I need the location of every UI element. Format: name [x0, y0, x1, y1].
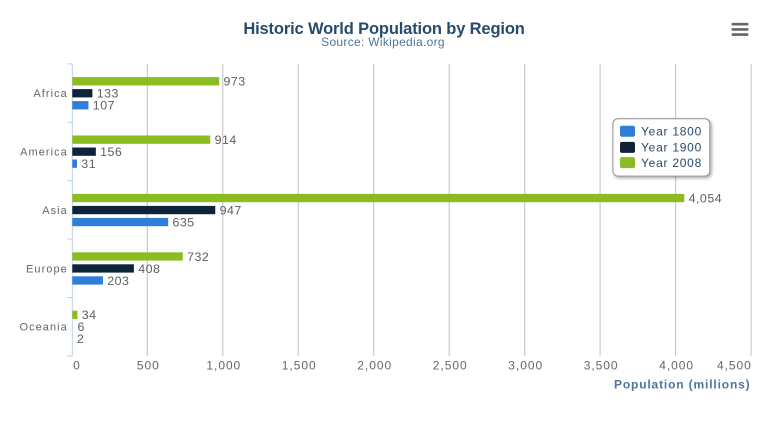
svg-text:Year 1800: Year 1800: [641, 125, 702, 139]
svg-text:6: 6: [78, 320, 85, 334]
svg-text:2: 2: [77, 332, 84, 346]
svg-text:732: 732: [187, 250, 209, 264]
svg-text:4,500: 4,500: [717, 358, 752, 372]
svg-text:4,000: 4,000: [659, 358, 694, 372]
svg-text:107: 107: [93, 99, 115, 113]
svg-text:500: 500: [137, 358, 160, 372]
svg-text:133: 133: [97, 87, 119, 101]
svg-text:2,500: 2,500: [433, 358, 468, 372]
svg-text:Year 1900: Year 1900: [641, 141, 702, 155]
svg-text:Asia: Asia: [42, 205, 68, 217]
svg-text:3,000: 3,000: [508, 358, 543, 372]
svg-text:2,000: 2,000: [357, 358, 392, 372]
svg-text:973: 973: [224, 75, 246, 89]
svg-text:Source: Wikipedia.org: Source: Wikipedia.org: [321, 35, 445, 49]
svg-text:4,054: 4,054: [689, 191, 723, 205]
svg-text:31: 31: [81, 157, 96, 171]
svg-text:947: 947: [220, 203, 242, 217]
svg-text:America: America: [20, 147, 68, 159]
svg-text:Oceania: Oceania: [19, 322, 67, 334]
svg-text:0: 0: [73, 358, 81, 372]
svg-text:Historic World Population by R: Historic World Population by Region: [243, 20, 524, 38]
svg-text:1,000: 1,000: [206, 358, 241, 372]
svg-text:Population (millions): Population (millions): [614, 378, 751, 392]
svg-text:Europe: Europe: [26, 263, 68, 275]
svg-text:34: 34: [82, 308, 97, 322]
svg-text:3,500: 3,500: [584, 358, 619, 372]
svg-text:914: 914: [215, 133, 237, 147]
svg-text:1,500: 1,500: [282, 358, 317, 372]
svg-text:Year 2008: Year 2008: [641, 156, 702, 170]
svg-text:156: 156: [100, 145, 122, 159]
svg-text:Africa: Africa: [33, 88, 67, 100]
svg-text:203: 203: [107, 274, 129, 288]
svg-text:408: 408: [138, 262, 160, 276]
svg-text:635: 635: [173, 215, 195, 229]
